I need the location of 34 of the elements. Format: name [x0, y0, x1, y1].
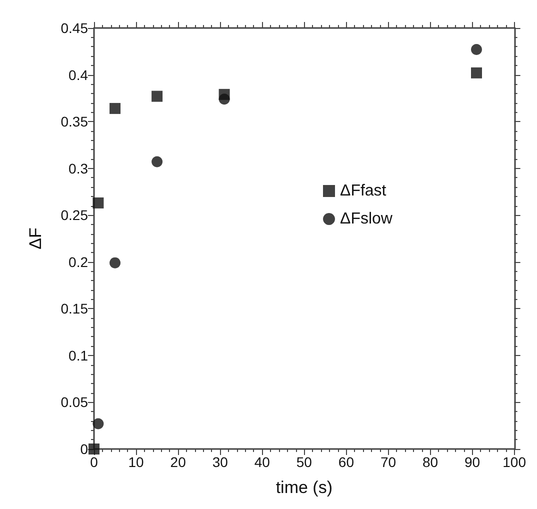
y-tick-label: 0.4 — [68, 66, 88, 83]
y-tick-label: 0.2 — [68, 254, 88, 270]
point — [471, 44, 482, 56]
x-tick-label: 30 — [212, 454, 228, 470]
point — [92, 197, 104, 208]
point — [152, 156, 163, 168]
x-tick-label: 0 — [90, 454, 98, 470]
y-tick-label: 0.15 — [60, 300, 88, 317]
point — [218, 94, 230, 105]
point — [92, 418, 104, 430]
point — [110, 257, 121, 268]
point — [110, 102, 121, 114]
y-tick-label: 0.35 — [60, 114, 88, 130]
x-tick-label: 80 — [422, 454, 438, 470]
x-tick-label: 70 — [380, 454, 396, 470]
x-tick-label: 40 — [254, 454, 270, 470]
y-tick-label: 0.25 — [60, 207, 88, 224]
y-tick-label: 0 — [80, 441, 88, 457]
x-tick-label: 100 — [502, 454, 526, 470]
x-tick-label: 60 — [338, 454, 354, 470]
x-tick-label: 20 — [170, 454, 186, 470]
x-tick-label: 90 — [464, 454, 480, 470]
x-tick-label: 50 — [296, 454, 312, 470]
y-tick-label: 0.3 — [68, 160, 88, 176]
y-tick-label: 0.45 — [60, 20, 88, 36]
legend-label: ΔFslow — [340, 210, 393, 228]
y-tick-label: 0.05 — [60, 394, 88, 410]
point — [470, 67, 482, 78]
y-tick-label: 0.1 — [68, 347, 88, 364]
x-axis-title: time (s) — [276, 478, 332, 497]
x-tick-label: 10 — [128, 454, 144, 470]
legend-label: ΔFfast — [340, 182, 387, 200]
y-axis-title: ΔF — [26, 228, 45, 250]
point — [152, 90, 163, 102]
